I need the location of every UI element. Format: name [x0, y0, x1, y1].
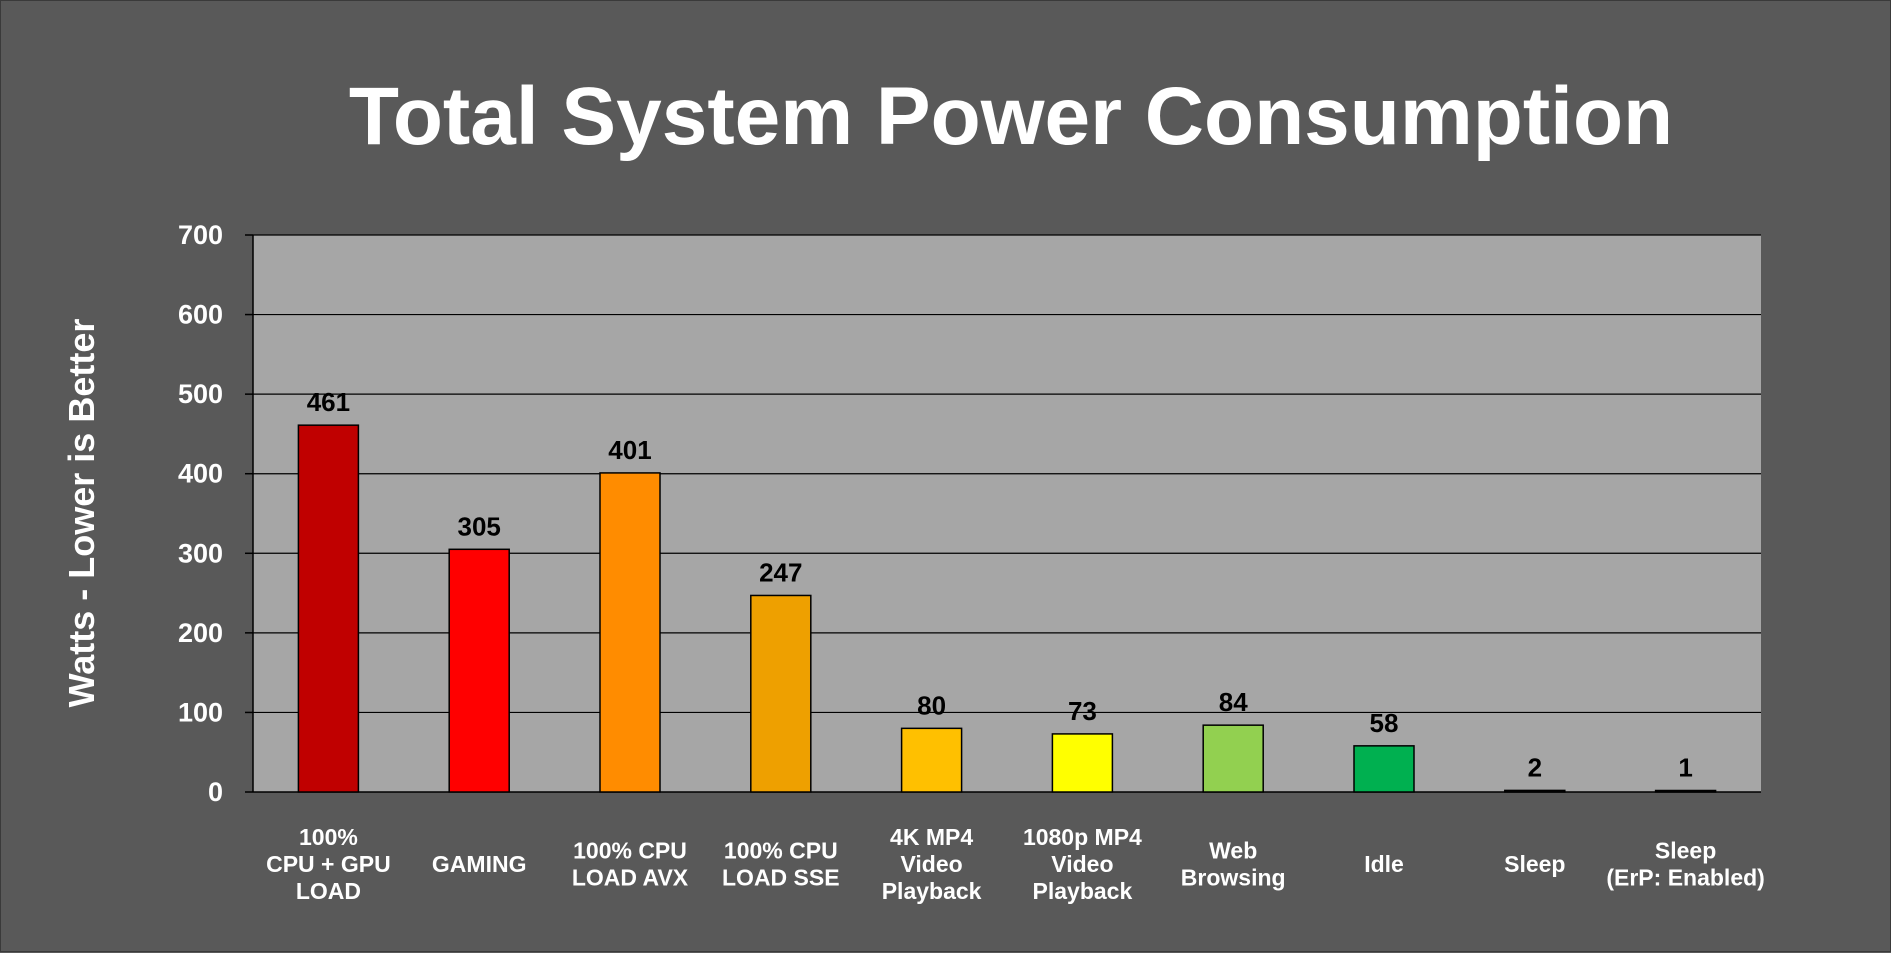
x-tick-label-line: Sleep [1504, 851, 1565, 877]
x-tick-label-line: 100% CPU [724, 838, 838, 864]
x-tick-label-line: Playback [882, 878, 982, 904]
y-tick-label: 400 [178, 459, 223, 489]
x-tick-label: 1080p MP4 Video Playback [1023, 824, 1142, 904]
x-tick-label-line: GAMING [432, 851, 527, 877]
y-axis-label: Watts - Lower is Better [61, 319, 102, 708]
x-tick-label: Idle [1364, 851, 1404, 877]
bar [900, 727, 963, 793]
x-tick-label-line: Playback [1033, 878, 1133, 904]
bar [1353, 745, 1415, 793]
data-label: 58 [1370, 708, 1399, 738]
data-label: 73 [1068, 696, 1097, 726]
x-tick-label-line: (ErP: Enabled) [1606, 865, 1764, 891]
x-tick-label: 100% CPU LOAD AVX [572, 838, 689, 891]
data-label: 80 [917, 690, 946, 720]
x-tick-label: Sleep (ErP: Enabled) [1606, 838, 1764, 891]
x-tick-label-line: 100% [299, 824, 358, 850]
data-label: 2 [1528, 752, 1542, 782]
x-tick-label-line: Browsing [1181, 865, 1286, 891]
bar [750, 594, 812, 793]
y-tick-label: 300 [178, 538, 223, 568]
x-tick-label: Web Browsing [1181, 838, 1286, 891]
x-tick-label-line: CPU + GPU [266, 851, 391, 877]
data-label: 1 [1678, 753, 1692, 783]
chart-title: Total System Power Consumption [349, 71, 1673, 162]
x-tick-label-line: 1080p MP4 [1023, 824, 1142, 850]
bar [1504, 789, 1566, 793]
x-tick-label-line: LOAD SSE [722, 865, 840, 891]
data-label: 305 [458, 511, 501, 541]
x-tick-label: Sleep [1504, 851, 1565, 877]
data-label: 247 [759, 557, 802, 587]
y-tick-label: 100 [178, 697, 223, 727]
y-tick-label: 700 [178, 220, 223, 250]
x-tick-label: 100% CPU LOAD SSE [722, 838, 840, 891]
x-tick-label-line: LOAD [296, 878, 361, 904]
x-tick-label: 100% CPU + GPU LOAD [266, 824, 391, 904]
bar [1654, 789, 1717, 793]
x-tick-label-line: 4K MP4 [890, 824, 973, 850]
bar [1202, 724, 1264, 793]
y-tick-label: 600 [178, 300, 223, 330]
bar [448, 548, 510, 793]
bar [1051, 733, 1114, 793]
x-tick-label-line: Video [1051, 851, 1113, 877]
x-tick-label: 4K MP4 Video Playback [882, 824, 982, 904]
x-tick-label-line: 100% CPU [573, 838, 687, 864]
y-tick-label: 200 [178, 618, 223, 648]
x-tick-label-line: Web [1209, 838, 1257, 864]
data-label: 84 [1219, 687, 1248, 717]
data-label: 461 [307, 387, 350, 417]
y-tick-label: 500 [178, 379, 223, 409]
bar [297, 424, 360, 793]
bar [599, 472, 661, 793]
x-tick-label-line: Video [900, 851, 962, 877]
data-label: 401 [608, 435, 651, 465]
y-tick-label: 0 [208, 777, 223, 807]
x-tick-label-line: Sleep [1655, 838, 1716, 864]
x-tick-label-line: LOAD AVX [572, 865, 689, 891]
x-tick-label: GAMING [432, 851, 527, 877]
x-tick-label-line: Idle [1364, 851, 1404, 877]
